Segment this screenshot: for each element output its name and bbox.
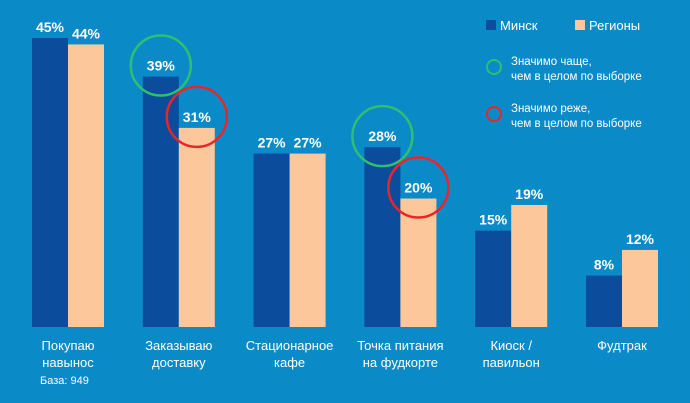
legend-higher: Значимо чаще, чем в целом по выборке bbox=[511, 55, 642, 85]
legend-minsk-label: Минск bbox=[500, 18, 538, 33]
bar-regions bbox=[622, 249, 658, 327]
category-label: доставку bbox=[152, 355, 206, 370]
category-label: Стационарное bbox=[246, 338, 334, 353]
legend-regions: Регионы bbox=[575, 18, 640, 33]
legend-minsk: Минск bbox=[486, 18, 537, 33]
category-label: Покупаю bbox=[42, 338, 95, 353]
data-label: 27% bbox=[258, 135, 287, 151]
bar-regions bbox=[68, 44, 104, 328]
data-label: 45% bbox=[36, 19, 65, 35]
base-note: База: 949 bbox=[40, 375, 89, 387]
significance-higher-circle bbox=[129, 34, 193, 97]
data-label: 28% bbox=[368, 128, 397, 144]
bar-minsk bbox=[586, 275, 622, 327]
data-label: 20% bbox=[404, 180, 433, 196]
minsk-swatch bbox=[486, 20, 496, 30]
bar-regions bbox=[511, 204, 548, 327]
category-label: Точка питания bbox=[357, 338, 443, 353]
legend-regions-label: Регионы bbox=[589, 18, 641, 33]
category-label: павильон bbox=[483, 355, 540, 370]
red-circle-icon bbox=[486, 106, 502, 122]
data-label: 44% bbox=[72, 25, 101, 41]
bar-minsk bbox=[142, 76, 179, 328]
bar-regions bbox=[178, 127, 215, 328]
data-label: 31% bbox=[183, 109, 212, 125]
bar-regions bbox=[400, 198, 437, 327]
category-label: кафе bbox=[274, 355, 305, 370]
category-label: Фудтрак bbox=[597, 338, 647, 353]
bar-minsk bbox=[253, 153, 290, 327]
legend-lower-line1: Значимо реже, bbox=[511, 103, 591, 115]
significance-lower-circle bbox=[387, 156, 450, 219]
category-label: навынос bbox=[42, 355, 94, 370]
bar-regions bbox=[289, 153, 326, 327]
data-label: 15% bbox=[479, 212, 508, 228]
legend-higher-line1: Значимо чаще, bbox=[511, 56, 592, 68]
significance-higher-circle bbox=[351, 104, 414, 168]
data-label: 12% bbox=[626, 231, 655, 247]
significance-lower-circle bbox=[165, 85, 229, 149]
green-circle-icon bbox=[486, 59, 502, 75]
legend-lower-line2: чем в целом по выборке bbox=[511, 118, 642, 130]
data-label: 39% bbox=[147, 58, 176, 74]
category-label: Киоск / bbox=[490, 338, 532, 353]
bar-minsk bbox=[364, 147, 401, 327]
data-label: 8% bbox=[594, 257, 615, 273]
bar-minsk bbox=[32, 38, 68, 327]
legend-higher-line2: чем в целом по выборке bbox=[511, 71, 642, 83]
category-label: Заказываю bbox=[145, 338, 212, 353]
category-label: на фудкорте bbox=[363, 355, 438, 370]
data-label: 19% bbox=[515, 186, 544, 202]
data-label: 27% bbox=[294, 135, 323, 151]
legend-lower: Значимо реже, чем в целом по выборке bbox=[511, 102, 642, 132]
bar-minsk bbox=[475, 230, 512, 327]
regions-swatch bbox=[575, 20, 585, 30]
